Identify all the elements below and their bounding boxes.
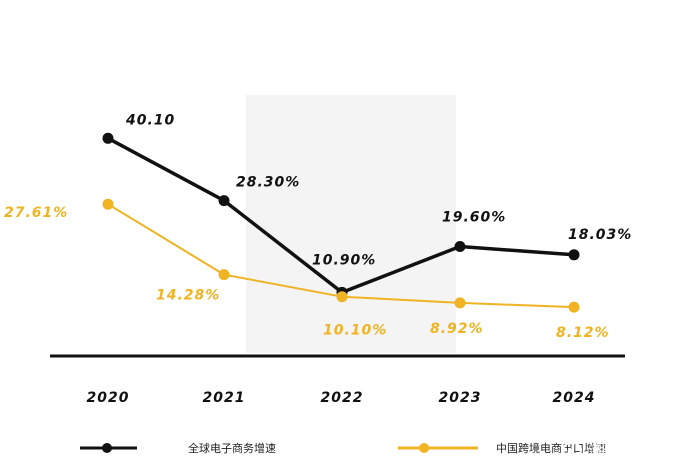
legend-label-series-1: 全球电子商务增速 [188,441,276,455]
series-2-point-2022 [336,291,348,303]
series-2: 27.61% 14.28% 10.10% 8.92% 8.12% [4,198,610,341]
series-1-point-2024 [568,249,580,261]
series-2-point-2023 [454,297,466,309]
watermark-text: 潮汐商业评论 [588,442,690,462]
x-tick-labels: 2020 2021 2022 2023 2024 [87,390,596,406]
series-2-label-2024: 8.12% [556,325,610,341]
series-2-label-2022: 10.10% [323,323,387,339]
series-1-label-2022: 10.90% [312,252,376,268]
series-2-point-2024 [568,301,580,313]
weibo-icon [562,439,586,458]
series-2-label-2020: 27.61% [4,205,68,221]
x-tick-label-2020: 2020 [87,390,130,406]
series-2-point-2021 [218,269,230,281]
highlight-panel [246,95,456,353]
x-tick-label-2024: 2024 [553,390,596,406]
series-1-label-2023: 19.60% [442,210,506,226]
watermark: 潮汐商业评论 [562,439,690,462]
series-2-label-2023: 8.92% [430,321,484,337]
series-layer: 40.10 28.30% 10.90% 19.60% 18.03% 27.61% 14.28… [4,112,632,341]
series-1-point-2020 [102,132,114,144]
series-1-point-2021 [218,195,230,207]
legend-marker-series-2 [419,443,429,453]
series-1-label-2020: 40.10 [125,112,175,128]
x-tick-label-2021: 2021 [203,390,246,406]
series-1-label-2024: 18.03% [568,227,632,243]
x-tick-label-2023: 2023 [439,390,482,406]
legend-marker-series-1 [102,443,112,453]
legend-item-series-1: 全球电子商务增速 [80,441,276,455]
series-1-label-2021: 28.30% [236,175,300,191]
series-2-label-2021: 14.28% [156,288,220,304]
series-2-point-2020 [102,198,114,210]
series-1-point-2023 [454,241,466,252]
x-tick-label-2022: 2022 [321,390,364,406]
